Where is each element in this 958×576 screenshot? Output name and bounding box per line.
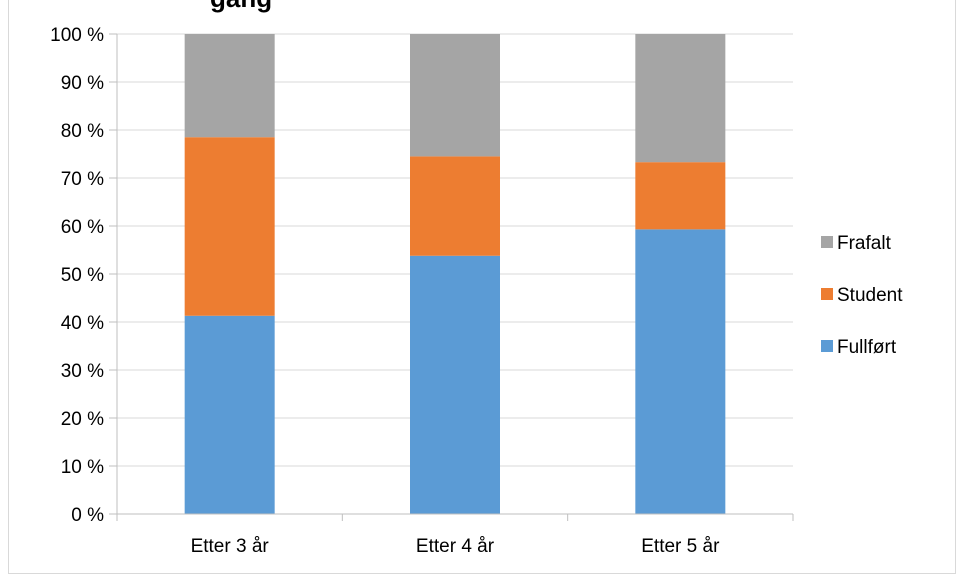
bar-frafalt-3 (635, 34, 726, 163)
y-tick-label: 10 % (61, 457, 104, 478)
y-tick-label: 60 % (61, 217, 104, 238)
bar-frafalt-2 (410, 34, 500, 157)
legend-label: Fullført (837, 337, 897, 358)
bar-student-3 (635, 162, 726, 230)
chart-title: gang (210, 0, 272, 14)
chart-frame (8, 0, 956, 574)
legend: Frafalt Student Fullført (821, 233, 903, 358)
y-tick-label: 0 % (71, 505, 104, 526)
bar-student-1 (184, 137, 275, 316)
legend-label: Student (837, 285, 903, 306)
legend-swatch (821, 340, 833, 352)
y-tick-label: 100 % (50, 25, 104, 46)
bar-fullf-rt-3 (635, 229, 726, 515)
y-tick-label: 30 % (61, 361, 104, 382)
bar-fullf-rt-2 (410, 255, 500, 514)
x-tick-label: Etter 3 år (191, 536, 270, 557)
y-tick-label: 20 % (61, 409, 104, 430)
x-tick-labels: Etter 3 år Etter 4 år Etter 5 år (191, 536, 720, 557)
y-tick-labels: 0 % 10 % 20 % 30 % 40 % 50 % 60 % 70 % 80 % 90 % 1… (50, 25, 104, 526)
bar-fullf-rt-1 (184, 315, 275, 514)
legend-swatch (821, 236, 833, 248)
y-tick-label: 50 % (61, 265, 104, 286)
x-tick-label: Etter 5 år (641, 536, 720, 557)
x-tick-label: Etter 4 år (416, 536, 495, 557)
y-tick-label: 80 % (61, 121, 104, 142)
legend-swatch (821, 288, 833, 300)
y-tick-label: 90 % (61, 73, 104, 94)
legend-label: Frafalt (837, 233, 892, 254)
axes (109, 33, 794, 521)
bar-student-2 (410, 156, 500, 256)
bar-frafalt-1 (184, 34, 275, 138)
y-tick-label: 70 % (61, 169, 104, 190)
bars (184, 34, 726, 515)
y-tick-label: 40 % (61, 313, 104, 334)
